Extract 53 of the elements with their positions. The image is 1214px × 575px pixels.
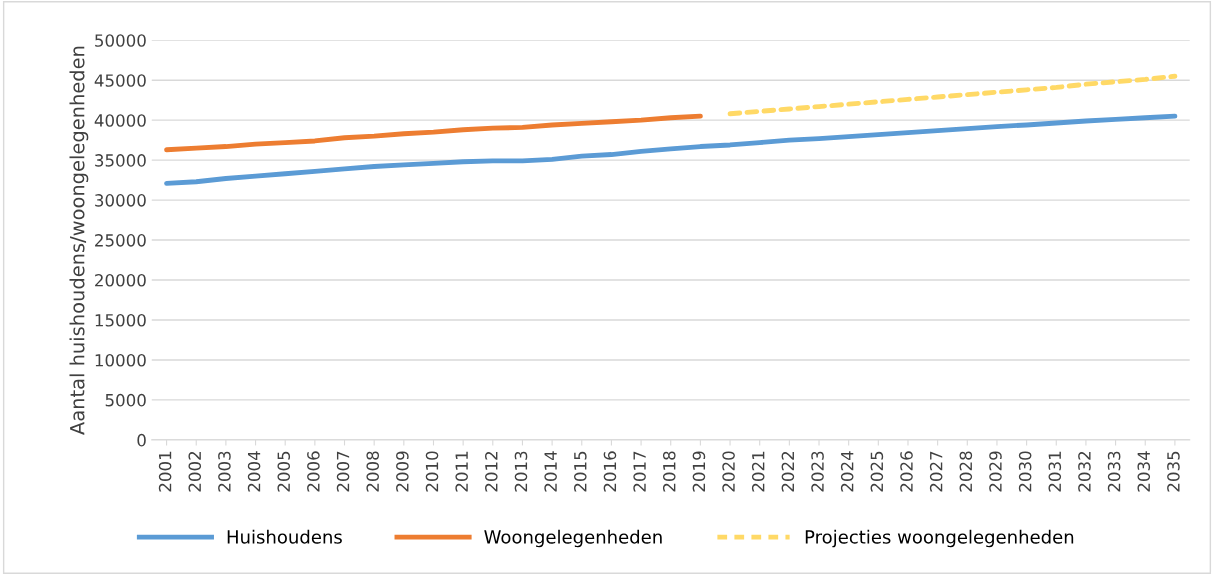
x-tick-label: 2024 <box>840 451 854 492</box>
y-tick-label: 25000 <box>95 234 146 247</box>
x-tick-label: 2034 <box>1137 451 1151 492</box>
x-tick-label: 2006 <box>307 451 320 492</box>
x-tick-label: 2031 <box>1048 451 1062 492</box>
legend-label: Huishoudens <box>227 529 342 544</box>
x-tick-label: 2033 <box>1107 451 1121 492</box>
x-tick-label: 2028 <box>959 451 973 492</box>
x-tick-label: 2009 <box>396 451 409 492</box>
x-tick-label: 2013 <box>514 451 528 492</box>
x-tick-label: 2020 <box>722 451 735 492</box>
x-tick-label: 2019 <box>692 451 706 492</box>
x-tick-label: 2025 <box>870 451 884 492</box>
x-tick-label: 2004 <box>247 451 261 492</box>
x-tick-label: 2001 <box>158 451 172 492</box>
x-tick-label: 2030 <box>1018 451 1032 492</box>
line-series <box>164 113 1178 186</box>
x-tick-label: 2003 <box>218 451 231 492</box>
y-tick-label: 0 <box>137 433 146 447</box>
y-tick-label: 10000 <box>95 353 146 367</box>
x-tick-label: 2021 <box>751 451 765 492</box>
x-tick-label: 2014 <box>544 451 557 492</box>
x-tick-label: 2032 <box>1078 451 1091 492</box>
x-tick-label: 2022 <box>781 451 795 492</box>
line-series <box>727 73 1178 117</box>
x-tick-label: 2026 <box>900 451 913 492</box>
x-tick-label: 2012 <box>485 451 498 492</box>
line-series <box>164 113 703 153</box>
x-tick-label: 2002 <box>188 451 202 492</box>
y-axis-title: Aantal huishoudens/woongelegenheden <box>69 46 89 435</box>
y-tick-label: 30000 <box>95 194 146 207</box>
x-tick-label: 2017 <box>633 451 646 492</box>
y-tick-label: 5000 <box>105 393 146 407</box>
y-tick-label: 15000 <box>95 313 146 327</box>
legend-label: Woongelegenheden <box>484 529 662 548</box>
y-tick-label: 50000 <box>95 34 146 47</box>
x-tick-label: 2015 <box>574 451 587 492</box>
x-tick-label: 2016 <box>603 451 617 492</box>
y-tick-label: 40000 <box>94 114 146 127</box>
y-tick-label: 35000 <box>95 154 146 167</box>
x-tick-label: 2011 <box>455 451 468 492</box>
x-tick-label: 2018 <box>662 451 676 492</box>
legend-label: Projecties woongelegenheden <box>805 529 1074 548</box>
y-tick-label: 20000 <box>95 273 146 287</box>
x-tick-label: 2029 <box>989 451 1002 492</box>
x-tick-label: 2007 <box>336 451 350 492</box>
y-tick-label: 45000 <box>94 74 146 87</box>
x-tick-label: 2023 <box>811 451 824 492</box>
x-tick-label: 2008 <box>366 451 380 492</box>
x-tick-label: 2010 <box>425 451 439 492</box>
x-tick-label: 2027 <box>929 451 943 492</box>
x-tick-label: 2035 <box>1167 451 1180 492</box>
x-tick-label: 2005 <box>277 451 291 492</box>
